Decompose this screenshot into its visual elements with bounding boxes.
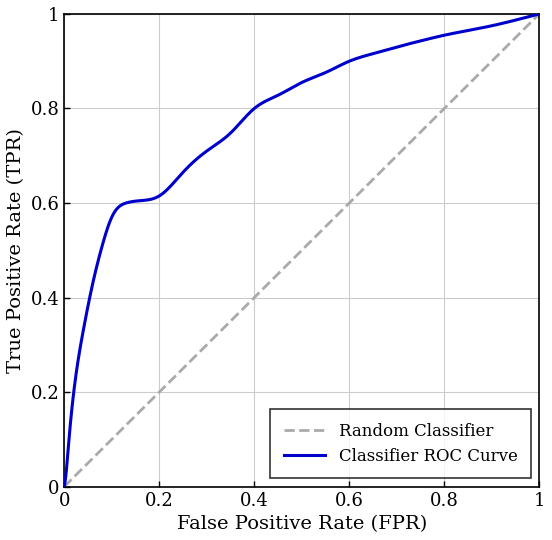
Classifier ROC Curve [109, 212, 116, 218]
Classifier ROC Curve [431, 34, 438, 40]
Classifier ROC Curve [387, 45, 394, 52]
Classifier ROC Curve [61, 483, 67, 490]
Legend: Random Classifier, Classifier ROC Curve: Random Classifier, Classifier ROC Curve [270, 409, 531, 478]
Y-axis label: True Positive Rate (TPR): True Positive Rate (TPR) [7, 128, 25, 373]
Classifier ROC Curve [536, 11, 543, 17]
X-axis label: False Positive Rate (FPR): False Positive Rate (FPR) [177, 515, 427, 533]
Classifier ROC Curve [440, 32, 447, 39]
Line: Classifier ROC Curve: Classifier ROC Curve [64, 14, 539, 487]
Classifier ROC Curve [270, 94, 277, 100]
Classifier ROC Curve [253, 104, 259, 110]
